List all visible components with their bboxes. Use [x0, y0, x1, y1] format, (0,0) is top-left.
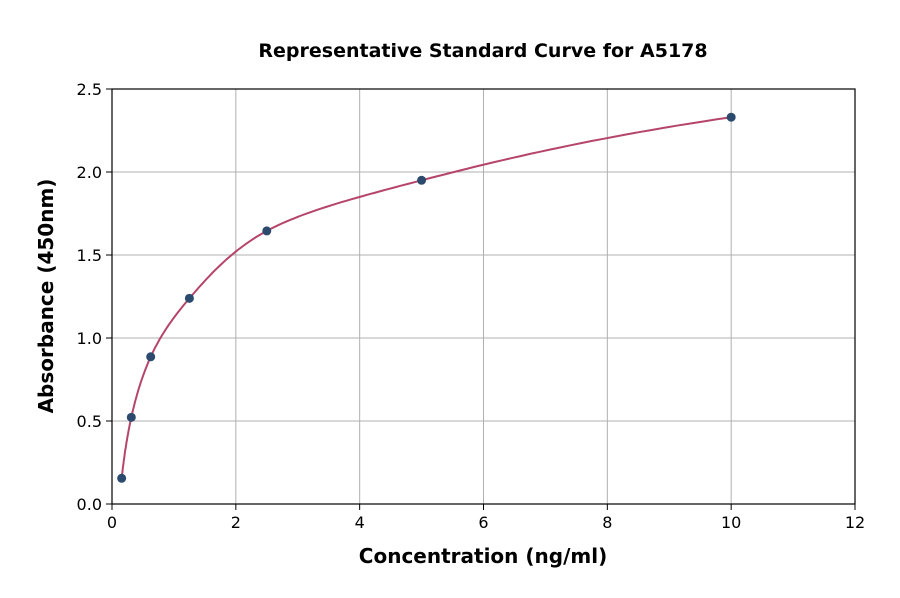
y-tick-label: 1.0 — [77, 329, 102, 348]
x-tick-label: 10 — [721, 513, 741, 532]
x-tick-label: 6 — [478, 513, 488, 532]
y-tick-label: 0.5 — [77, 412, 102, 431]
fit-curve — [120, 116, 732, 479]
data-point — [184, 293, 194, 303]
y-tick-label: 1.5 — [77, 246, 102, 265]
x-tick-label: 4 — [355, 513, 365, 532]
data-point — [726, 112, 736, 122]
data-point — [146, 352, 156, 362]
grid — [111, 88, 856, 505]
fit-curve-line — [120, 116, 732, 479]
data-point — [262, 226, 272, 236]
x-axis-label: Concentration (ng/ml) — [359, 544, 607, 568]
x-tick-label: 12 — [845, 513, 865, 532]
y-axis-ticks: 0.0 0.5 1.0 1.5 2.0 2.5 — [77, 80, 112, 514]
data-points — [117, 112, 736, 483]
x-axis-ticks: 0 2 4 6 8 10 12 — [107, 504, 865, 532]
x-tick-label: 8 — [602, 513, 612, 532]
chart-title: Representative Standard Curve for A5178 — [258, 40, 707, 62]
data-point — [126, 412, 136, 422]
y-tick-label: 2.0 — [77, 163, 102, 182]
y-tick-label: 2.5 — [77, 80, 102, 99]
x-tick-label: 0 — [107, 513, 117, 532]
data-point — [117, 473, 127, 483]
x-tick-label: 2 — [231, 513, 241, 532]
y-tick-label: 0.0 — [77, 495, 102, 514]
y-axis-label: Absorbance (450nm) — [34, 179, 58, 414]
data-point — [417, 175, 427, 185]
